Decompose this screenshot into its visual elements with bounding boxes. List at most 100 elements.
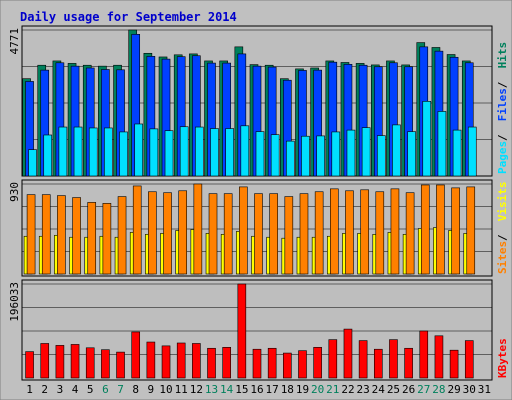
bar-pages-day-22 [346, 129, 356, 177]
bar-kbytes-day-22 [343, 328, 353, 379]
bar-pages-day-13 [210, 128, 219, 177]
bar-kbytes-day-26 [404, 347, 413, 379]
bar-sites-day-7 [117, 196, 127, 275]
x-tick-label-day-22: 22 [341, 383, 354, 396]
bar-kbytes-day-24 [373, 348, 383, 379]
x-tick-label-day-9: 9 [148, 383, 155, 396]
x-tick-label-day-7: 7 [117, 383, 124, 396]
x-tick-label-day-26: 26 [402, 383, 415, 396]
bar-pages-day-15 [240, 125, 250, 177]
bar-kbytes-day-5 [85, 347, 95, 379]
panel-visits-sites: 930 Sites / Visits [8, 179, 509, 277]
bar-kbytes-day-3 [55, 345, 65, 379]
bar-kbytes-day-12 [192, 343, 201, 379]
bar-pages-day-7 [119, 131, 128, 177]
bar-pages-day-9 [149, 128, 159, 177]
bar-sites-day-4 [72, 197, 81, 275]
bar-kbytes-day-15 [237, 283, 247, 379]
x-tick-label-day-17: 17 [266, 383, 279, 396]
bar-pages-day-3 [58, 126, 68, 177]
bar-sites-day-6 [102, 203, 112, 275]
bar-sites-day-11 [178, 190, 187, 275]
x-tick-label-day-27: 27 [417, 383, 430, 396]
bar-sites-day-8 [132, 185, 142, 275]
series-sites [26, 183, 476, 275]
bar-kbytes-day-17 [267, 347, 277, 379]
bar-pages-day-10 [164, 130, 174, 177]
bar-pages-day-26 [407, 131, 416, 177]
x-tick-label-day-2: 2 [41, 383, 48, 396]
bar-kbytes-day-16 [252, 348, 262, 379]
bar-pages-day-19 [301, 135, 310, 177]
bar-kbytes-day-19 [298, 350, 307, 379]
panel-kbytes: 196033 KBytes [8, 279, 509, 381]
bar-pages-day-14 [225, 128, 234, 177]
y-max-tick-label: 196033 [8, 282, 21, 322]
legend-separator: / [496, 234, 509, 241]
bar-pages-day-25 [392, 124, 401, 177]
bar-kbytes-day-27 [419, 330, 429, 379]
x-tick-label-day-14: 14 [220, 383, 234, 396]
bar-pages-day-30 [467, 126, 477, 177]
x-tick-label-day-12: 12 [190, 383, 203, 396]
panel-hits-files-pages: 4771 Pages / Files / Hits [8, 25, 509, 177]
legend-separator: / [496, 134, 509, 141]
bar-sites-day-21 [330, 188, 339, 275]
x-tick-label-day-6: 6 [102, 383, 109, 396]
x-tick-label-day-21: 21 [326, 383, 339, 396]
bar-kbytes-day-30 [464, 340, 474, 379]
x-tick-label-day-3: 3 [57, 383, 64, 396]
bar-sites-day-13 [208, 193, 218, 275]
bar-sites-day-3 [57, 195, 66, 275]
x-tick-label-day-4: 4 [72, 383, 79, 396]
bar-pages-day-4 [73, 126, 83, 177]
bar-pages-day-16 [255, 131, 265, 177]
bar-kbytes-day-7 [116, 351, 125, 379]
bar-pages-day-23 [361, 127, 371, 177]
bar-sites-day-22 [345, 190, 354, 275]
legend: Pages / Files / Hits [496, 42, 509, 174]
bar-kbytes-day-10 [161, 345, 171, 379]
bar-sites-day-20 [314, 191, 324, 275]
bar-pages-day-27 [422, 101, 432, 177]
bar-sites-day-26 [405, 192, 415, 275]
bar-kbytes-day-6 [101, 349, 110, 379]
y-max-tick-label: 4771 [8, 28, 21, 55]
bar-pages-day-24 [376, 135, 386, 177]
x-tick-label-day-1: 1 [26, 383, 33, 396]
legend-pages: Pages [496, 141, 509, 174]
bar-kbytes-day-14 [222, 347, 231, 379]
bar-kbytes-day-8 [131, 331, 141, 379]
bar-sites-day-29 [451, 187, 460, 275]
x-tick-label-day-11: 11 [175, 383, 188, 396]
bar-kbytes-day-11 [176, 342, 186, 379]
bar-kbytes-day-2 [40, 343, 50, 379]
bar-sites-day-27 [420, 184, 430, 275]
x-tick-label-day-10: 10 [159, 383, 172, 396]
bar-sites-day-1 [26, 194, 36, 275]
bar-sites-day-12 [193, 183, 203, 275]
x-tick-label-day-29: 29 [447, 383, 460, 396]
bar-sites-day-14 [223, 193, 233, 275]
bar-sites-day-9 [148, 191, 157, 275]
x-tick-label-day-28: 28 [432, 383, 445, 396]
bar-pages-day-29 [452, 129, 462, 177]
bar-sites-day-15 [239, 186, 248, 275]
legend: Sites / Visits [496, 181, 509, 274]
bar-pages-day-21 [331, 131, 341, 177]
bar-kbytes-day-29 [449, 349, 459, 379]
legend-hits: Hits [496, 42, 509, 69]
legend-separator: / [496, 81, 509, 88]
series-kbytes [25, 283, 474, 379]
bar-sites-day-23 [360, 189, 369, 275]
bar-kbytes-day-9 [146, 341, 156, 379]
series-pages [28, 101, 477, 177]
bar-sites-day-10 [163, 192, 172, 275]
bar-sites-day-2 [41, 194, 51, 275]
x-tick-label-day-15: 15 [235, 383, 248, 396]
bar-kbytes-day-4 [70, 344, 80, 379]
x-tick-label-day-31: 31 [478, 383, 491, 396]
bar-kbytes-day-13 [207, 347, 216, 379]
bar-sites-day-18 [284, 196, 294, 275]
